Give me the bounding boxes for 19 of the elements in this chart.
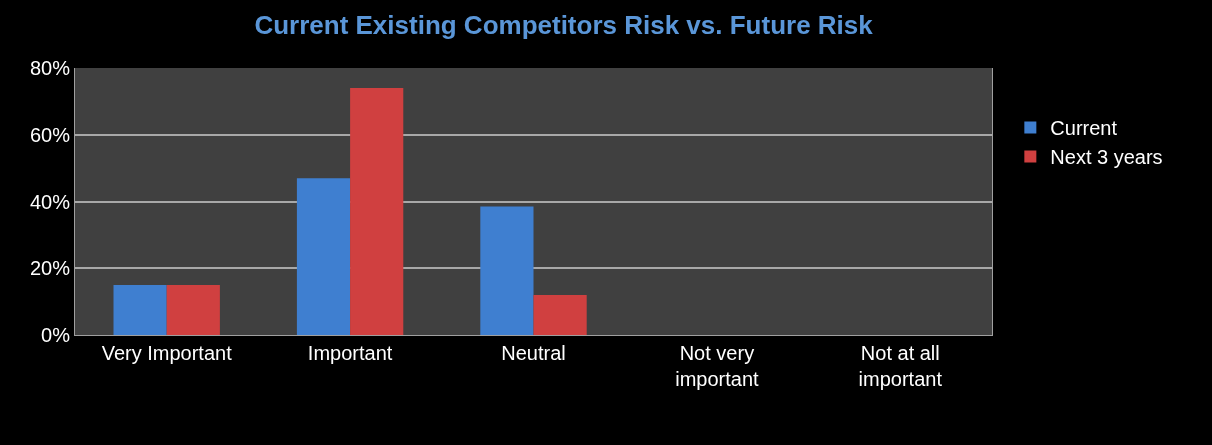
- legend-label: Next 3 years: [1050, 146, 1163, 169]
- y-tick-label: 40%: [29, 190, 71, 213]
- bar: [113, 284, 167, 335]
- x-tick-label: Very Important: [101, 342, 233, 364]
- bar: [296, 178, 351, 335]
- y-tick-label: 60%: [29, 123, 71, 146]
- bar: [166, 284, 220, 335]
- bar: [533, 294, 587, 335]
- bar: [350, 88, 404, 335]
- x-tick-label: Not at all important: [858, 342, 943, 390]
- x-tick-label: Neutral: [501, 342, 566, 364]
- bar: [480, 206, 534, 335]
- x-tick-label: Important: [307, 342, 393, 364]
- y-tick-label: 80%: [29, 57, 71, 79]
- x-tick-label: Not very important: [675, 342, 760, 390]
- chart-title: Current Existing Competitors Risk vs. Future Risk: [254, 9, 874, 40]
- legend-label: Current: [1050, 117, 1118, 140]
- y-tick-label: 20%: [29, 257, 71, 280]
- y-tick-label: 0%: [41, 324, 71, 346]
